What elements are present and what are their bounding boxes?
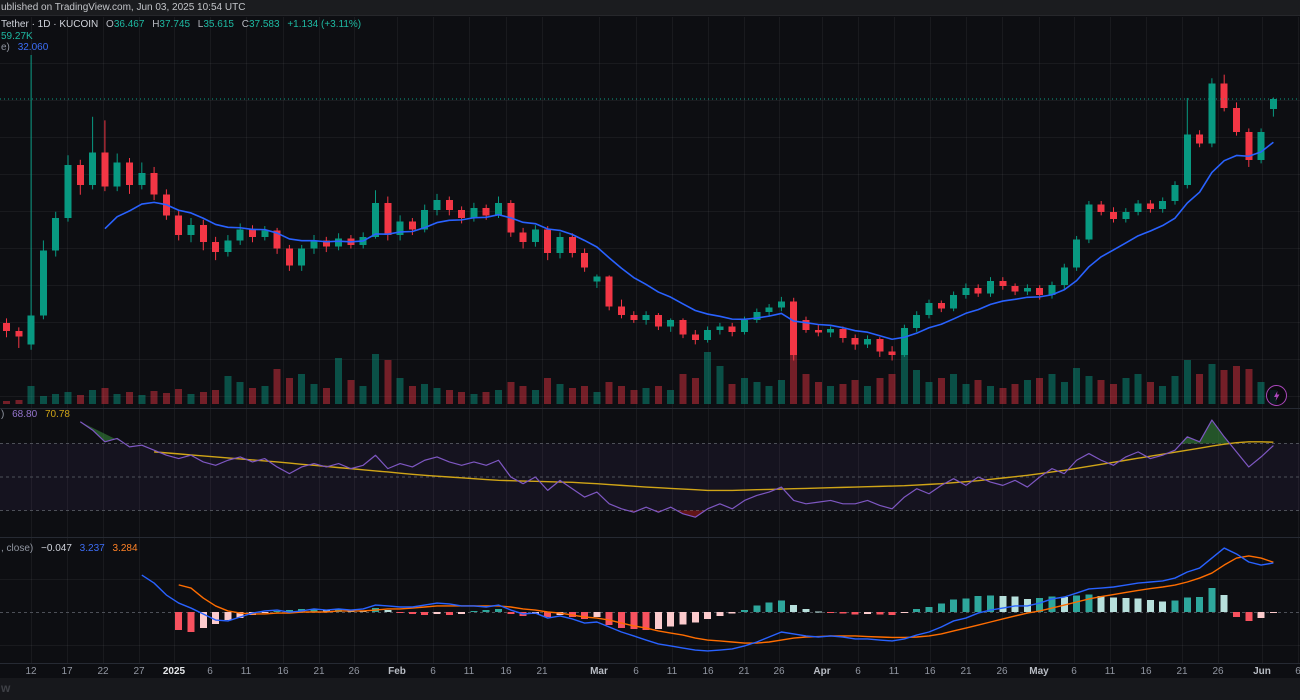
svg-text:Apr: Apr	[813, 666, 830, 677]
svg-text:22: 22	[97, 666, 109, 677]
svg-text:21: 21	[536, 666, 548, 677]
svg-text:6: 6	[1295, 666, 1300, 677]
svg-text:11: 11	[1105, 666, 1116, 677]
publish-info-text: ublished on TradingView.com, Jun 03, 202…	[1, 2, 246, 13]
svg-text:16: 16	[500, 666, 512, 677]
svg-text:16: 16	[702, 666, 714, 677]
svg-text:6: 6	[207, 666, 213, 677]
lightning-icon	[1273, 390, 1279, 401]
svg-text:11: 11	[241, 666, 252, 677]
svg-text:May: May	[1029, 666, 1049, 677]
svg-text:6: 6	[430, 666, 436, 677]
svg-text:17: 17	[61, 666, 73, 677]
svg-text:26: 26	[773, 666, 785, 677]
svg-text:16: 16	[277, 666, 289, 677]
svg-text:11: 11	[667, 666, 678, 677]
svg-text:2025: 2025	[163, 666, 186, 677]
svg-text:26: 26	[996, 666, 1008, 677]
svg-text:21: 21	[960, 666, 972, 677]
boost-badge[interactable]	[1266, 385, 1287, 406]
svg-text:16: 16	[924, 666, 936, 677]
svg-text:26: 26	[1212, 666, 1224, 677]
svg-text:27: 27	[133, 666, 145, 677]
svg-text:Mar: Mar	[590, 666, 608, 677]
svg-text:21: 21	[313, 666, 325, 677]
svg-text:21: 21	[738, 666, 750, 677]
publish-info-bar: ublished on TradingView.com, Jun 03, 202…	[0, 0, 1300, 16]
svg-text:21: 21	[1176, 666, 1188, 677]
watermark-text: w	[1, 681, 11, 695]
svg-text:16: 16	[1140, 666, 1152, 677]
svg-text:26: 26	[348, 666, 360, 677]
svg-text:6: 6	[855, 666, 861, 677]
svg-text:11: 11	[889, 666, 900, 677]
svg-text:Jun: Jun	[1253, 666, 1271, 677]
svg-text:6: 6	[1071, 666, 1077, 677]
svg-text:6: 6	[633, 666, 639, 677]
svg-text:Feb: Feb	[388, 666, 406, 677]
svg-text:11: 11	[464, 666, 475, 677]
bottom-bar: w	[0, 678, 1300, 700]
svg-text:12: 12	[25, 666, 37, 677]
